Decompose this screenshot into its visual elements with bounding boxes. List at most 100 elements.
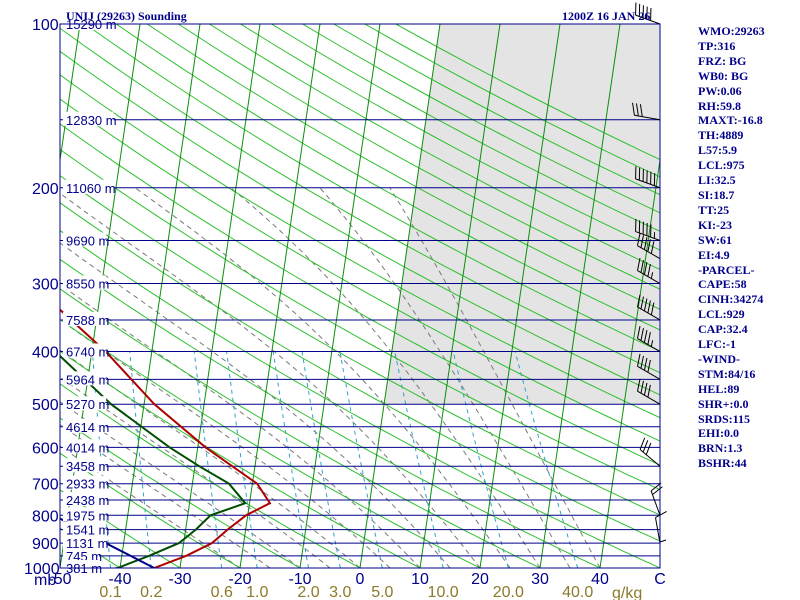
wind-barb: [636, 378, 661, 405]
moist-adiabat-line: [60, 242, 451, 568]
index-item: EI:4.9: [698, 247, 730, 262]
index-item: -PARCEL-: [698, 262, 755, 277]
mixing-ratio-unit-label: g/kg: [612, 585, 642, 600]
wind-barb: [635, 218, 661, 241]
valid-time: 1200Z 16 JAN 26: [562, 9, 651, 23]
height-label: 9690 m: [66, 233, 109, 248]
temperature-label: -40: [108, 571, 131, 588]
dry-adiabat-line: [60, 318, 482, 568]
pressure-label: 1000: [24, 561, 60, 578]
height-label-bg: [63, 475, 107, 490]
index-item: CAPE:58: [698, 277, 747, 292]
index-item: LI:32.5: [698, 173, 736, 188]
index-item: -WIND-: [698, 351, 740, 366]
pressure-label: 800: [32, 508, 59, 525]
wind-barb: [639, 437, 661, 467]
dry-adiabat-line: [60, 258, 602, 568]
index-item: CINH:34274: [698, 292, 764, 307]
pressure-labels: 100 200 300 400 500 600 700 800 900 1000: [24, 17, 60, 578]
mixing-ratio-label: 3.0: [329, 584, 351, 600]
pressure-unit-label: mb: [34, 572, 56, 589]
wind-barb: [635, 166, 661, 189]
mixing-ratio-label: 2.0: [297, 584, 319, 600]
pressure-label: 100: [32, 17, 59, 34]
height-label-bg: [63, 458, 107, 473]
index-item: LCL:975: [698, 158, 745, 173]
height-label-bg: [63, 547, 99, 562]
height-label-bg: [63, 111, 114, 126]
dry-adiabat-line: [60, 123, 660, 466]
index-item: TT:25: [698, 202, 730, 217]
station-title: UNIJ (29263) Sounding: [66, 9, 187, 23]
index-item: SI:18.7: [698, 187, 735, 202]
height-label-bg: [63, 371, 107, 386]
temperature-label: -50: [48, 571, 71, 588]
temperature-label: 30: [531, 571, 549, 588]
height-label: 4614 m: [66, 420, 109, 435]
index-item: BSHR:44: [698, 456, 747, 471]
wind-barb: [636, 326, 661, 352]
dry-adiabat-line: [60, 452, 241, 568]
dry-adiabat-line: [146, 24, 660, 310]
wind-barbs: [632, 2, 667, 568]
index-item: RH:59.8: [698, 98, 741, 113]
dry-adiabat-line: [60, 74, 660, 419]
wind-barb: [650, 482, 663, 516]
height-label: 2438 m: [66, 493, 109, 508]
stability-indices-panel: WMO:29263 TP:316 FRZ: BG WB0: BG PW:0.06 RH:5…: [698, 24, 798, 471]
dry-adiabat-line: [60, 350, 422, 568]
height-label: 1975 m: [66, 508, 109, 523]
index-item: KI:-23: [698, 217, 732, 232]
temperature-label: 0: [356, 571, 365, 588]
height-label-bg: [63, 560, 99, 574]
mixing-ratio-line: [301, 351, 341, 568]
temperature-label: -10: [288, 571, 311, 588]
temperature-label: C: [654, 571, 666, 588]
pressure-label: 400: [32, 345, 59, 362]
index-item: TH:4889: [698, 128, 744, 143]
mixing-ratio-line: [193, 351, 223, 568]
height-label-bg: [63, 232, 107, 247]
dewpoint-profile: [60, 354, 247, 568]
mixing-ratio-label: 40.0: [562, 584, 593, 600]
index-item: HEL:89: [698, 381, 740, 396]
dry-adiabat-line: [178, 24, 660, 290]
dry-adiabat-line: [60, 148, 660, 491]
index-item: L57:5.9: [698, 143, 737, 158]
wind-barb: [659, 539, 667, 568]
height-label: 4014 m: [66, 440, 109, 455]
wind-barb: [636, 233, 661, 260]
height-label: 5964 m: [66, 372, 109, 387]
isotherm-line: [299, 24, 381, 568]
index-item: WMO:29263: [698, 24, 765, 38]
index-item: STM:84/16: [698, 366, 756, 381]
wind-barb: [632, 102, 661, 121]
height-label: 3458 m: [66, 459, 109, 474]
temperature-label: 10: [411, 571, 429, 588]
height-label-bg: [63, 439, 107, 454]
index-item: LFC:-1: [698, 337, 736, 352]
dry-adiabat-line: [115, 24, 660, 331]
dry-adiabat-line: [60, 27, 660, 374]
index-item: EHI:0.0: [698, 426, 740, 441]
pressure-label: 700: [32, 477, 59, 494]
height-label: 5270 m: [66, 397, 109, 412]
dry-adiabat-line: [60, 288, 542, 568]
height-label-bg: [63, 521, 107, 536]
height-label: 7588 m: [66, 313, 109, 328]
isotherm-line: [119, 24, 201, 568]
height-label: 12830 m: [66, 113, 117, 128]
height-label-bg: [63, 507, 107, 522]
index-item: FRZ: BG: [698, 53, 747, 68]
temperature-label: -30: [168, 571, 191, 588]
height-label: 2933 m: [66, 477, 109, 492]
index-item: MAXT:-16.8: [698, 113, 763, 128]
isotherm-line: [0, 24, 20, 568]
temperature-label: 20: [471, 571, 489, 588]
mixing-ratio-label: 0.2: [140, 584, 162, 600]
temperature-labels: -50 -40 -30 -20 -10 0 10 20 30 40 C: [48, 571, 665, 588]
height-label-bg: [63, 396, 107, 411]
isotherms: [0, 24, 660, 568]
